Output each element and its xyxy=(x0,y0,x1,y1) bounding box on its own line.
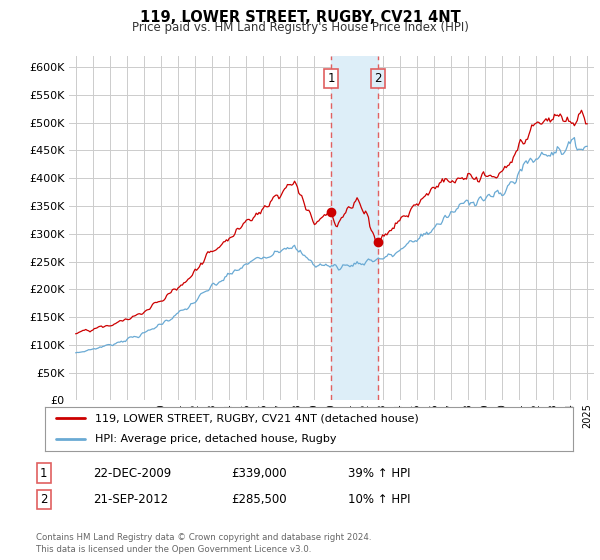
Text: HPI: Average price, detached house, Rugby: HPI: Average price, detached house, Rugb… xyxy=(95,435,337,445)
Text: Contains HM Land Registry data © Crown copyright and database right 2024.
This d: Contains HM Land Registry data © Crown c… xyxy=(36,533,371,554)
Text: 119, LOWER STREET, RUGBY, CV21 4NT (detached house): 119, LOWER STREET, RUGBY, CV21 4NT (deta… xyxy=(95,413,419,423)
Text: 10% ↑ HPI: 10% ↑ HPI xyxy=(348,493,410,506)
Text: 22-DEC-2009: 22-DEC-2009 xyxy=(93,466,171,480)
Bar xyxy=(331,56,378,400)
Text: £339,000: £339,000 xyxy=(231,466,287,480)
Text: 1: 1 xyxy=(327,72,335,85)
Text: 21-SEP-2012: 21-SEP-2012 xyxy=(93,493,168,506)
Text: 39% ↑ HPI: 39% ↑ HPI xyxy=(348,466,410,480)
Text: 119, LOWER STREET, RUGBY, CV21 4NT: 119, LOWER STREET, RUGBY, CV21 4NT xyxy=(140,10,460,25)
Text: 2: 2 xyxy=(374,72,382,85)
Text: £285,500: £285,500 xyxy=(231,493,287,506)
Text: 2: 2 xyxy=(40,493,47,506)
Text: 1: 1 xyxy=(40,466,47,480)
Text: Price paid vs. HM Land Registry's House Price Index (HPI): Price paid vs. HM Land Registry's House … xyxy=(131,21,469,34)
